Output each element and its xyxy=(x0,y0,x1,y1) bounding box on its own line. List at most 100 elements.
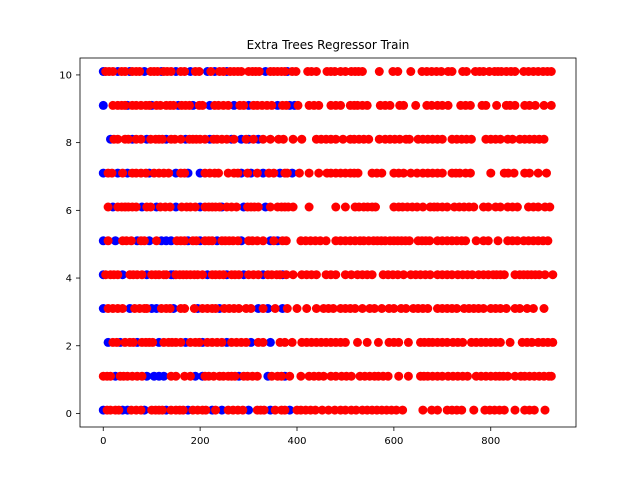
predicted-point xyxy=(510,100,520,110)
predicted-point xyxy=(465,168,475,178)
predicted-point xyxy=(539,304,549,313)
predicted-point xyxy=(314,100,324,110)
predicted-point xyxy=(294,168,304,178)
predicted-point xyxy=(165,304,175,313)
predicted-point xyxy=(269,168,279,178)
predicted-point xyxy=(466,134,476,144)
predicted-point xyxy=(198,100,207,110)
predicted-point xyxy=(328,304,338,313)
predicted-point xyxy=(191,236,201,246)
predicted-point xyxy=(113,134,123,144)
predicted-point xyxy=(546,67,556,76)
predicted-point xyxy=(267,100,277,110)
predicted-point xyxy=(246,304,256,313)
predicted-point xyxy=(297,134,307,144)
predicted-point xyxy=(280,337,290,347)
predicted-point xyxy=(471,236,481,246)
predicted-point xyxy=(139,236,149,246)
predicted-point xyxy=(107,168,117,178)
predicted-point xyxy=(529,405,539,415)
predicted-point xyxy=(120,67,130,76)
predicted-point xyxy=(346,371,356,381)
predicted-point xyxy=(492,100,502,110)
predicted-point xyxy=(241,134,251,144)
predicted-point xyxy=(391,405,401,415)
predicted-point xyxy=(377,168,387,178)
predicted-point xyxy=(270,304,280,313)
predicted-point xyxy=(362,337,372,347)
predicted-point xyxy=(462,67,471,76)
predicted-point xyxy=(331,134,341,144)
predicted-point xyxy=(512,236,522,246)
predicted-point xyxy=(281,270,291,280)
predicted-point xyxy=(176,134,186,144)
predicted-point xyxy=(233,236,243,246)
predicted-point xyxy=(164,168,174,178)
predicted-point xyxy=(425,270,435,280)
predicted-point xyxy=(288,202,298,212)
predicted-point xyxy=(340,337,350,347)
predicted-point xyxy=(357,67,367,76)
predicted-point xyxy=(398,405,408,415)
predicted-point xyxy=(106,371,115,381)
predicted-point xyxy=(425,236,435,246)
predicted-point xyxy=(259,405,269,415)
predicted-point xyxy=(403,337,413,347)
predicted-point xyxy=(176,337,186,347)
predicted-point xyxy=(135,67,145,76)
predicted-point xyxy=(373,337,383,347)
predicted-point xyxy=(418,202,428,212)
predicted-point xyxy=(243,168,253,178)
predicted-point xyxy=(539,134,549,144)
predicted-point xyxy=(542,168,551,178)
predicted-point xyxy=(288,134,298,144)
actual-point xyxy=(159,371,169,381)
predicted-point xyxy=(146,202,156,212)
predicted-point xyxy=(141,168,151,178)
predicted-point xyxy=(505,337,515,347)
predicted-point xyxy=(282,168,292,178)
predicted-point xyxy=(194,337,204,347)
y-tick-label: 8 xyxy=(66,138,72,149)
y-tick-label: 4 xyxy=(66,274,72,285)
predicted-point xyxy=(469,202,479,212)
predicted-point xyxy=(442,202,452,212)
predicted-point xyxy=(281,236,291,246)
predicted-point xyxy=(282,304,292,313)
predicted-point xyxy=(239,100,249,110)
predicted-point xyxy=(495,134,505,144)
predicted-point xyxy=(377,304,387,313)
y-tick-label: 10 xyxy=(59,70,72,81)
predicted-point xyxy=(254,67,264,76)
predicted-point xyxy=(281,100,291,110)
predicted-point xyxy=(353,168,363,178)
predicted-point xyxy=(304,168,314,178)
predicted-point xyxy=(232,202,241,212)
predicted-point xyxy=(180,304,190,313)
predicted-point xyxy=(458,337,468,347)
predicted-point xyxy=(510,405,520,415)
predicted-point xyxy=(265,134,275,144)
predicted-point xyxy=(525,168,534,178)
actual-point xyxy=(98,100,108,110)
predicted-point xyxy=(311,270,321,280)
predicted-point xyxy=(367,270,377,280)
predicted-point xyxy=(540,270,550,280)
predicted-point xyxy=(452,304,462,313)
predicted-point xyxy=(533,168,543,178)
predicted-point xyxy=(171,371,181,381)
x-tick-label: 600 xyxy=(384,436,403,447)
predicted-point xyxy=(293,100,303,110)
predicted-point xyxy=(331,202,341,212)
predicted-point xyxy=(112,337,122,347)
predicted-point xyxy=(144,100,154,110)
predicted-point xyxy=(206,67,216,76)
x-tick-label: 200 xyxy=(191,436,210,447)
predicted-point xyxy=(331,270,341,280)
predicted-point xyxy=(136,405,146,415)
predicted-point xyxy=(215,202,224,212)
predicted-point xyxy=(258,304,268,313)
predicted-point xyxy=(546,100,556,110)
predicted-point xyxy=(499,270,509,280)
predicted-point xyxy=(461,236,471,246)
